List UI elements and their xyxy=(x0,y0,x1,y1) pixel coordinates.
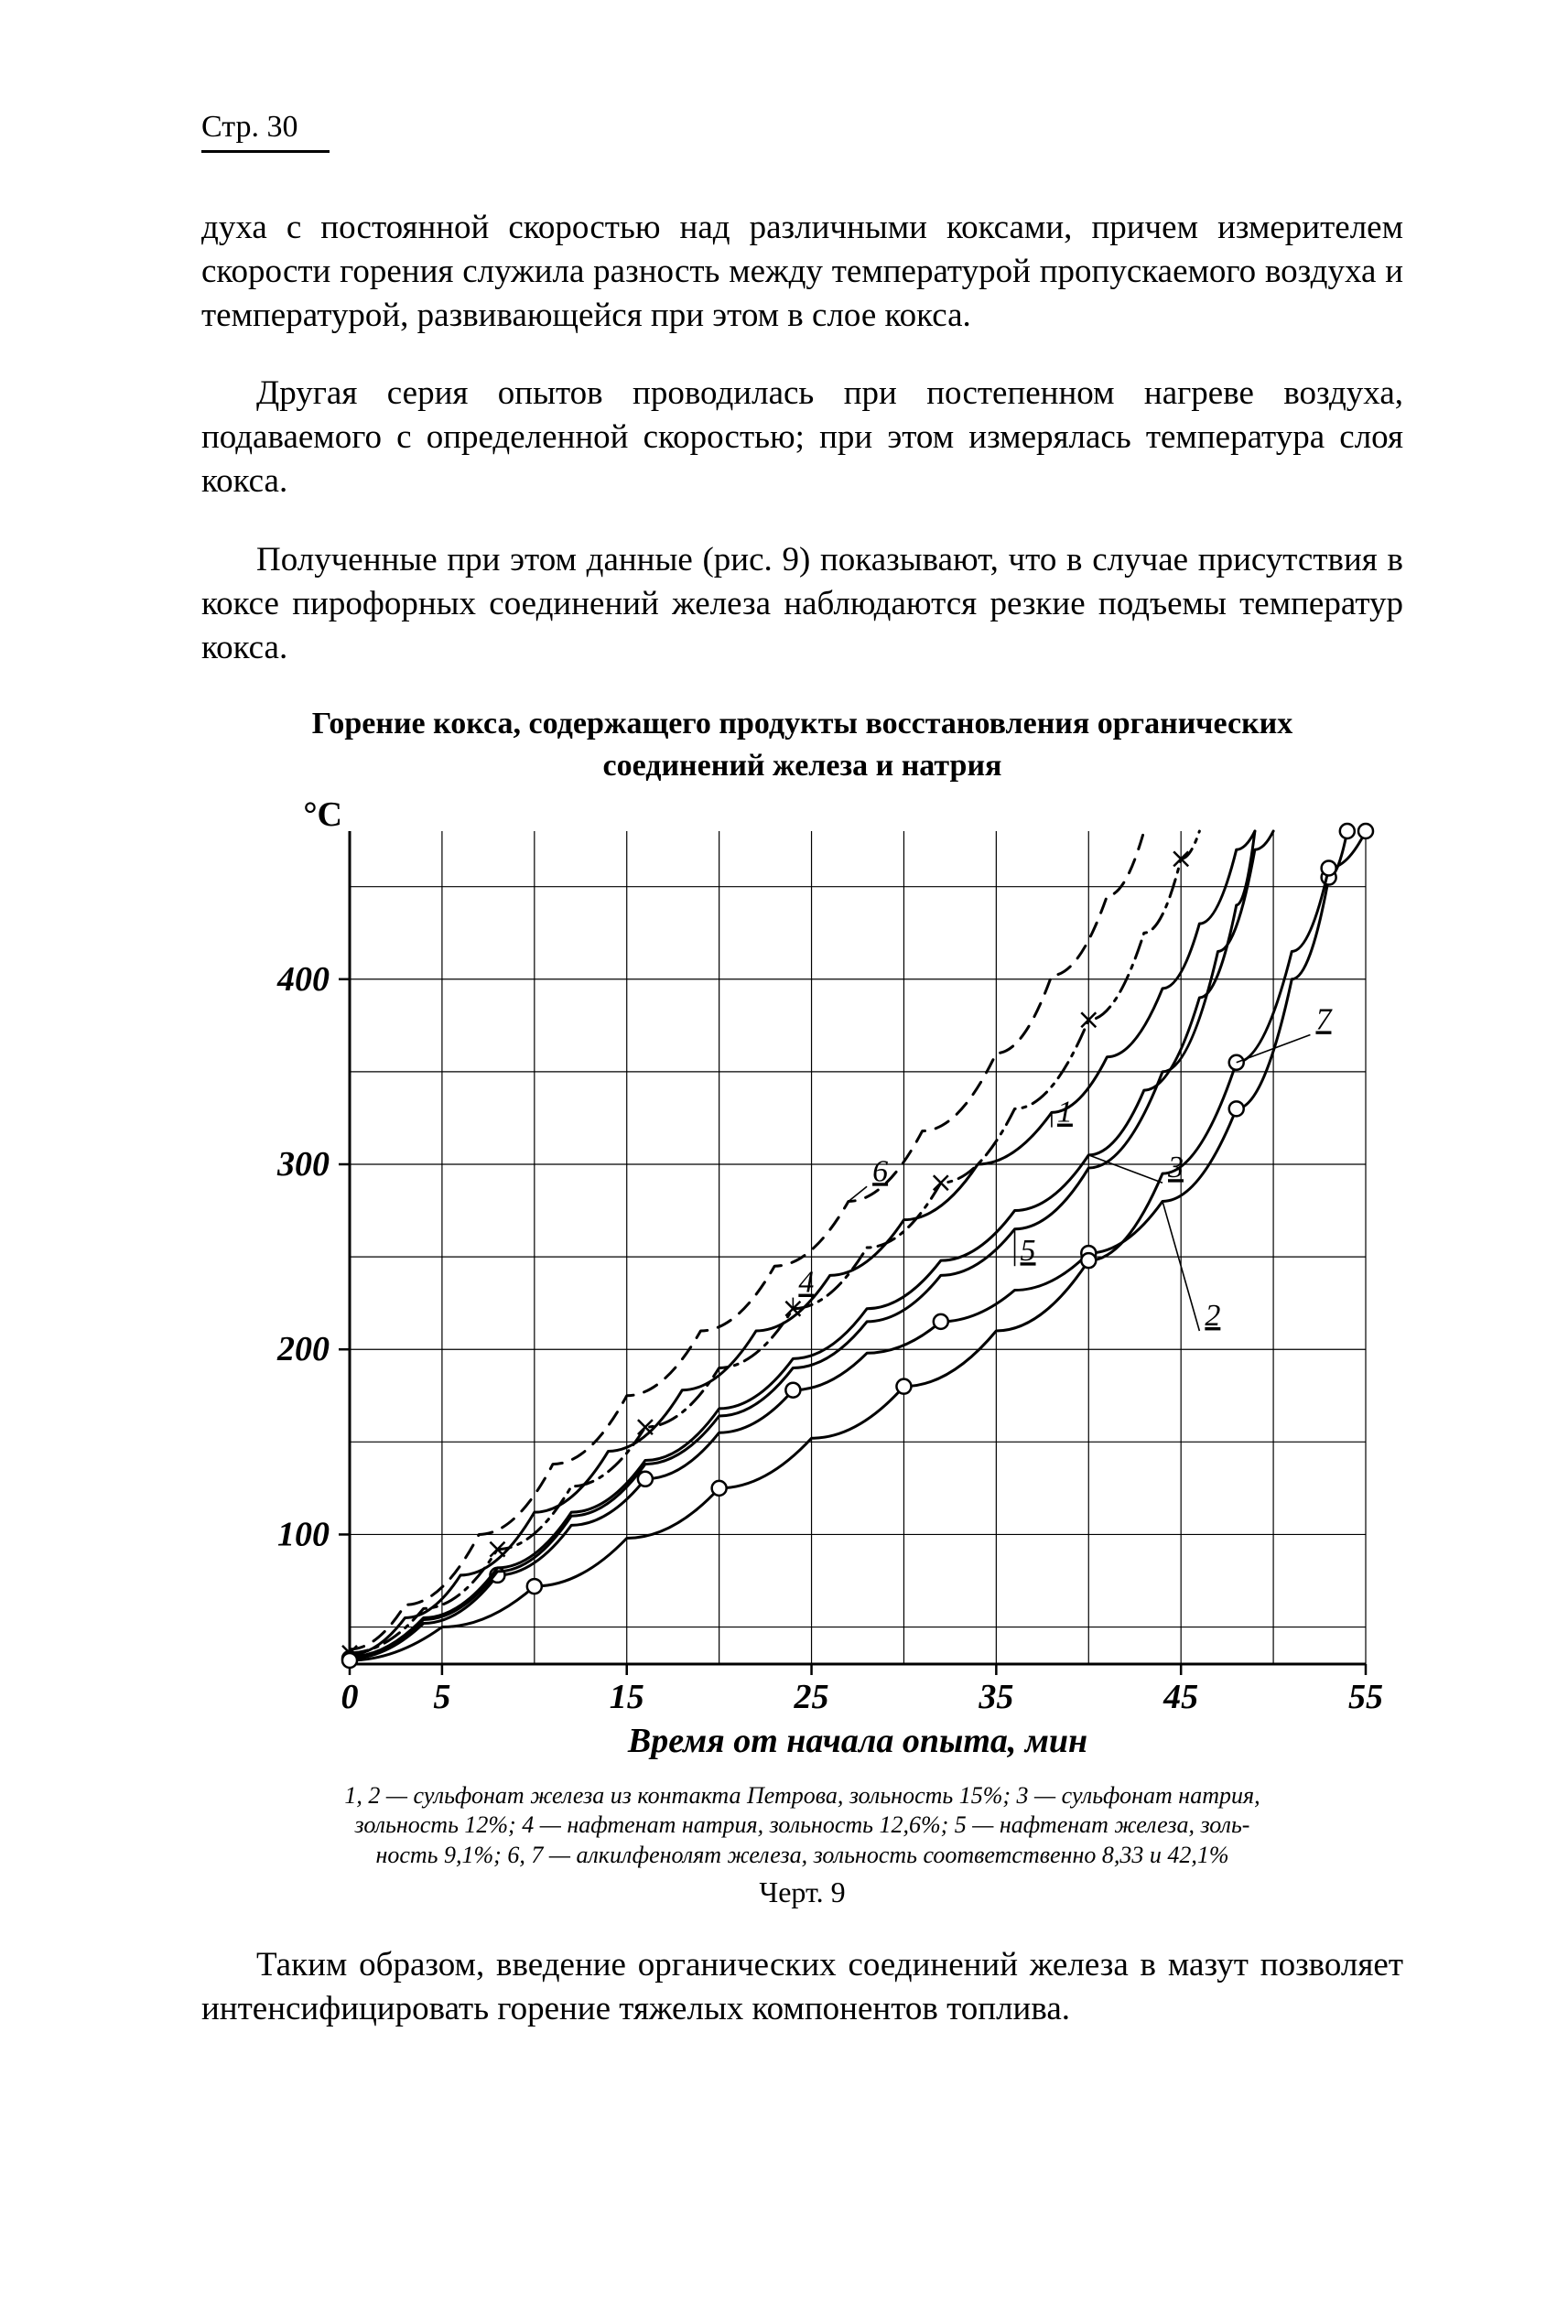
svg-text:6: 6 xyxy=(872,1154,888,1188)
svg-text:5: 5 xyxy=(1020,1234,1035,1268)
svg-text:5: 5 xyxy=(433,1678,450,1716)
figure-title-line2: соединений железа и натрия xyxy=(603,749,1002,783)
svg-text:7: 7 xyxy=(1315,1002,1333,1036)
svg-text:25: 25 xyxy=(793,1678,828,1716)
svg-text:15: 15 xyxy=(609,1678,643,1716)
svg-text:100: 100 xyxy=(277,1515,330,1553)
figure-number: Черт. 9 xyxy=(201,1875,1403,1909)
figure-title-line1: Горение кокса, содержащего продукты восс… xyxy=(312,707,1293,740)
legend-line1: 1, 2 — сульфонат железа из контакта Петр… xyxy=(344,1782,1260,1809)
svg-text:°C: °C xyxy=(303,795,342,834)
svg-text:200: 200 xyxy=(276,1330,330,1368)
paragraph-3: Полученные при этом данные (рис. 9) пока… xyxy=(201,538,1403,670)
svg-text:300: 300 xyxy=(276,1145,330,1184)
svg-text:55: 55 xyxy=(1348,1678,1383,1716)
figure-title: Горение кокса, содержащего продукты восс… xyxy=(201,703,1403,787)
svg-text:Время от начала опыта, мин: Время от начала опыта, мин xyxy=(626,1722,1087,1760)
legend-line3: ность 9,1%; 6, 7 — алкилфенолят железа, … xyxy=(375,1842,1228,1868)
figure-legend: 1, 2 — сульфонат железа из контакта Петр… xyxy=(201,1781,1403,1871)
combustion-chart: 100200300400°C051525354555Время от начал… xyxy=(212,794,1393,1765)
svg-text:1: 1 xyxy=(1056,1095,1072,1129)
paragraph-2: Другая серия опытов проводилась при пост… xyxy=(201,372,1403,503)
paragraph-1: духа с постоянной скоростью над различны… xyxy=(201,206,1403,338)
header-rule xyxy=(201,150,330,153)
svg-text:45: 45 xyxy=(1162,1678,1198,1716)
svg-text:4: 4 xyxy=(798,1265,814,1299)
svg-text:400: 400 xyxy=(276,959,330,998)
chart-container: 100200300400°C051525354555Время от начал… xyxy=(212,794,1393,1765)
svg-text:2: 2 xyxy=(1205,1299,1220,1333)
page: Стр. 30 духа с постоянной скоростью над … xyxy=(0,0,1568,2324)
legend-line2: зольность 12%; 4 — нафтенат натрия, золь… xyxy=(355,1811,1250,1838)
svg-text:35: 35 xyxy=(978,1678,1013,1716)
svg-text:0: 0 xyxy=(341,1678,358,1716)
page-number: Стр. 30 xyxy=(201,110,1403,145)
paragraph-4: Таким образом, введение органических сое… xyxy=(201,1943,1403,2031)
